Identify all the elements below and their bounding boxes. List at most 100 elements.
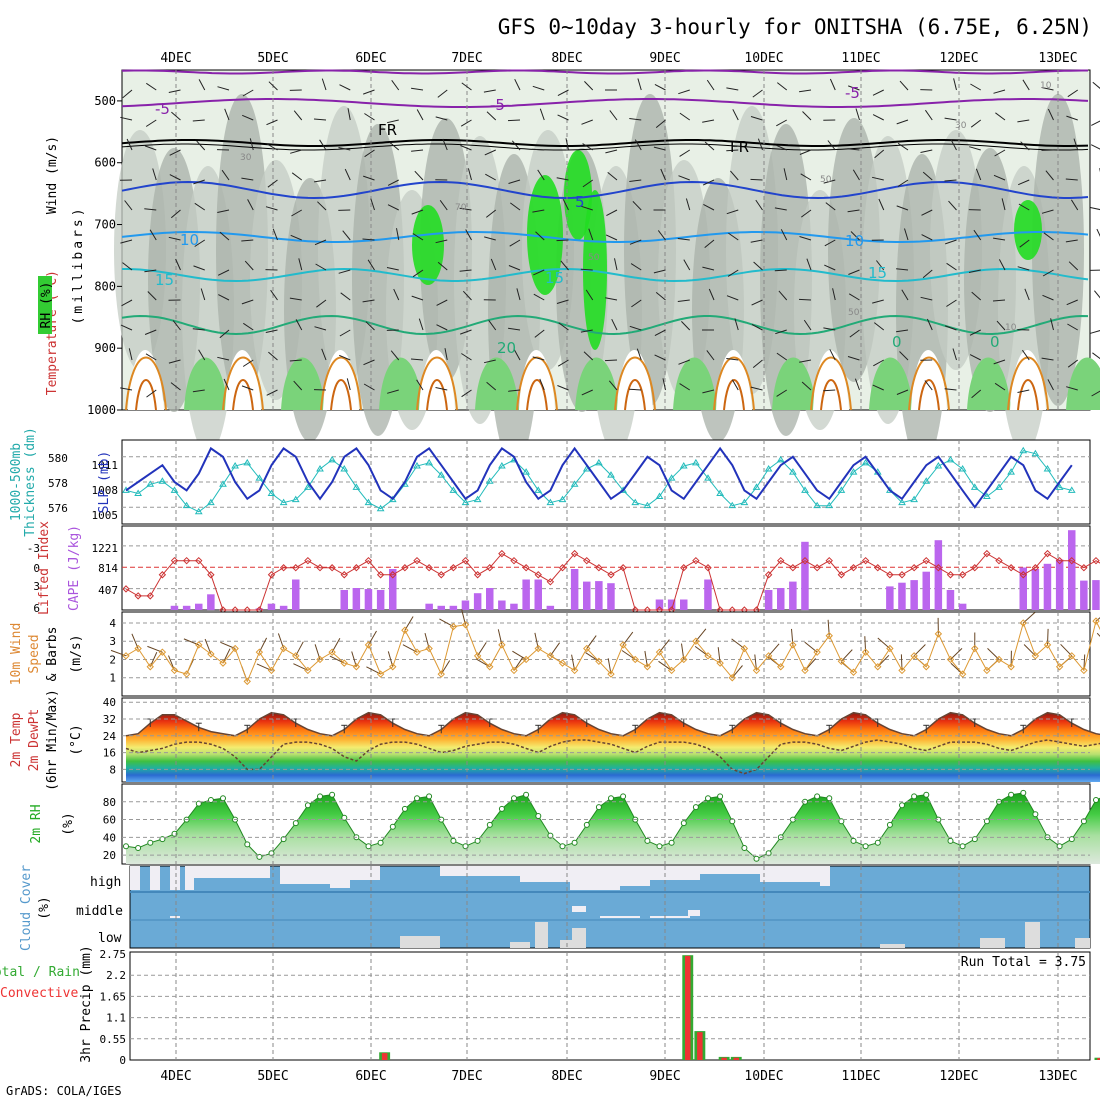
wind-barb bbox=[169, 174, 181, 181]
vs-contour-label: 0 bbox=[892, 333, 902, 351]
wind-barb bbox=[1090, 330, 1100, 334]
wind-barb bbox=[708, 288, 715, 301]
wind-speed-point bbox=[401, 626, 409, 634]
wind-barb bbox=[363, 175, 375, 181]
wind-barb bbox=[387, 389, 399, 394]
wind-speed-point bbox=[498, 641, 506, 649]
wind-barb bbox=[679, 383, 691, 391]
cloud-low-patch bbox=[880, 944, 905, 948]
wind-barb bbox=[315, 263, 327, 271]
li-point bbox=[910, 564, 918, 572]
thickness-point bbox=[437, 471, 446, 478]
thickness-point bbox=[667, 474, 676, 481]
cape-bar bbox=[607, 583, 615, 610]
wind-barb bbox=[363, 383, 375, 391]
wind-barb bbox=[249, 138, 254, 151]
wind-barb bbox=[970, 119, 982, 128]
wind-barb bbox=[921, 209, 933, 216]
wind-barb bbox=[291, 172, 303, 181]
contour-30 bbox=[820, 379, 842, 411]
bottom-date-label: 13DEC bbox=[1038, 1069, 1077, 1084]
wind-barb bbox=[726, 149, 739, 152]
wind-barb bbox=[557, 89, 569, 97]
wind-barb bbox=[194, 239, 206, 247]
wind-barb bbox=[924, 380, 933, 391]
chart-title: GFS 0~10day 3-hourly for ONITSHA (6.75E,… bbox=[498, 15, 1092, 39]
wind-barb bbox=[823, 327, 836, 331]
wind-barb bbox=[122, 262, 133, 271]
vs-y-label: (millibars) bbox=[71, 205, 86, 324]
rh-moist-cell bbox=[673, 357, 717, 410]
contour-30 bbox=[135, 379, 157, 411]
wind-barb bbox=[293, 380, 303, 391]
wind-barb bbox=[1096, 228, 1100, 237]
wind-barb bbox=[950, 139, 957, 151]
wind-barb bbox=[878, 198, 885, 211]
wind-barb bbox=[507, 119, 521, 122]
rh-point bbox=[717, 793, 724, 800]
rh-point bbox=[583, 821, 590, 828]
wind-barb bbox=[732, 109, 739, 121]
li-point bbox=[510, 556, 518, 565]
wind-barb-10m bbox=[1096, 632, 1100, 637]
wind-barb-10m bbox=[1095, 617, 1100, 622]
wind-barb bbox=[1065, 239, 1078, 243]
thickness-line bbox=[125, 450, 1072, 513]
rh-blob bbox=[1032, 94, 1084, 406]
wind-barb bbox=[170, 382, 181, 391]
li-point bbox=[425, 564, 433, 572]
thickness-point bbox=[849, 468, 858, 475]
wind-speed-point bbox=[1068, 652, 1076, 660]
wind-barb bbox=[678, 175, 690, 181]
li-point bbox=[595, 564, 603, 572]
li-point bbox=[995, 556, 1003, 565]
wind-barb bbox=[270, 289, 278, 301]
wind-barb bbox=[241, 385, 254, 391]
wind-barb bbox=[223, 378, 230, 391]
wind-barb bbox=[824, 239, 836, 247]
cape-bar bbox=[170, 605, 179, 610]
wind-barb bbox=[243, 322, 254, 331]
wind-speed-line bbox=[125, 619, 1100, 683]
rh-point bbox=[292, 820, 299, 827]
top-date-label: 5DEC bbox=[257, 51, 288, 66]
wind-barb bbox=[726, 87, 739, 91]
cloud-unit: (%) bbox=[37, 896, 52, 919]
wind-barb bbox=[605, 149, 618, 154]
wind-barb bbox=[634, 139, 642, 151]
rh-unit: (%) bbox=[61, 812, 76, 835]
top-date-label: 6DEC bbox=[355, 51, 386, 66]
li-point bbox=[680, 564, 688, 572]
li-point bbox=[364, 556, 373, 565]
li-point bbox=[304, 556, 312, 565]
wind-speed-point bbox=[801, 666, 809, 675]
wind-barb bbox=[144, 145, 157, 151]
thickness-point bbox=[716, 489, 725, 496]
vs-contour-label: -5 bbox=[155, 100, 170, 118]
wind-barb bbox=[799, 89, 812, 93]
thickness-point bbox=[303, 483, 312, 490]
rh-point bbox=[329, 791, 336, 798]
wind-speed-point bbox=[376, 670, 385, 678]
wind-barb bbox=[872, 114, 884, 121]
wind-barb bbox=[170, 209, 181, 219]
wind-speed-point bbox=[340, 659, 348, 667]
thickness-point bbox=[473, 495, 482, 503]
rh-point bbox=[608, 795, 614, 802]
li-point bbox=[328, 564, 336, 572]
rh-point bbox=[486, 821, 493, 828]
rh-point bbox=[692, 804, 699, 811]
cloud-label: Cloud Cover bbox=[19, 865, 34, 951]
rh-point bbox=[947, 837, 954, 844]
wind-barb bbox=[971, 291, 982, 301]
cape-bar bbox=[473, 593, 482, 610]
cape-bar bbox=[195, 603, 203, 610]
wind-barb bbox=[750, 178, 763, 181]
thickness-point bbox=[534, 486, 543, 493]
vs-contour-label: 5 bbox=[575, 193, 585, 211]
wind-barb-10m bbox=[731, 665, 743, 679]
wind-speed-point bbox=[595, 657, 603, 666]
wind-barb bbox=[655, 292, 666, 301]
wind-barb bbox=[460, 145, 472, 151]
li-point bbox=[376, 571, 385, 579]
